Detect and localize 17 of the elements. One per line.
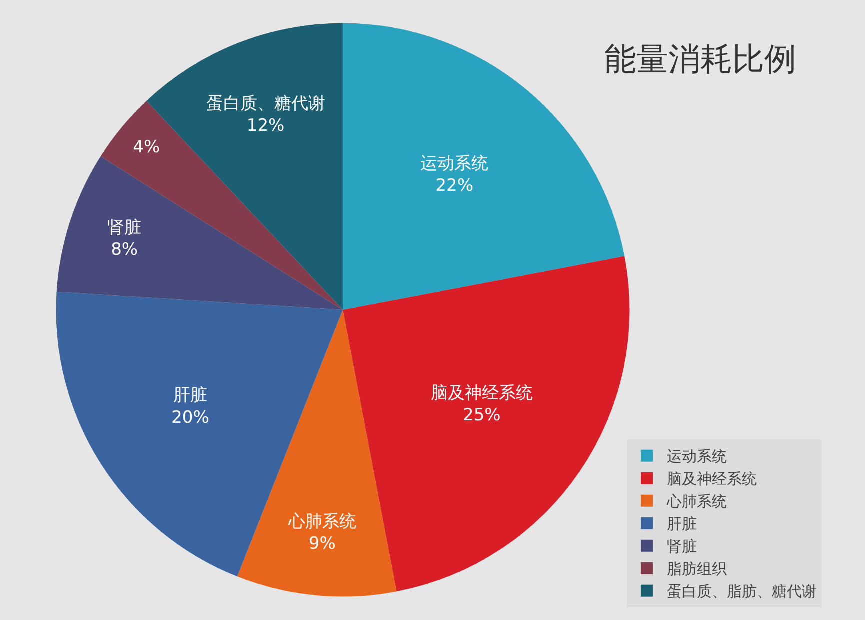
data-label: 脑及神经系统 25% bbox=[430, 383, 533, 426]
data-label: 蛋白质、糖代谢 12% bbox=[206, 94, 326, 136]
legend-label: 运动系统 bbox=[667, 448, 728, 466]
data-label: 心肺系统 9% bbox=[287, 512, 356, 554]
data-label: 肾脏 8% bbox=[108, 218, 142, 260]
data-label: 运动系统 22% bbox=[420, 154, 489, 196]
text: 能量消耗比例 bbox=[604, 40, 797, 78]
legend-label: 脑及神经系统 bbox=[667, 470, 758, 488]
legend-label: 蛋白质、脂肪、糖代谢 bbox=[667, 582, 818, 601]
data-label: 4% bbox=[133, 138, 160, 158]
legend-label: 心肺系统 bbox=[666, 492, 728, 511]
legend-label: 肾脏 bbox=[667, 538, 698, 556]
data-label: 肝脏 20% bbox=[172, 386, 210, 428]
legend-label: 肝脏 bbox=[667, 515, 698, 534]
legend-label: 脂肪组织 bbox=[667, 560, 728, 578]
pie-slice bbox=[56, 156, 343, 310]
pie-slice bbox=[237, 310, 397, 597]
